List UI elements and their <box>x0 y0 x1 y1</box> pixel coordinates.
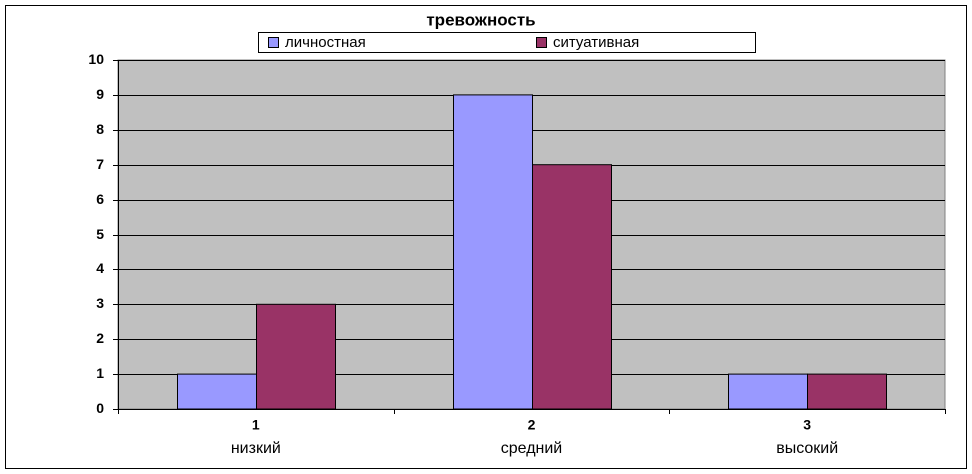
y-tick-label: 6 <box>96 191 104 207</box>
x-group-label: высокий <box>776 440 838 457</box>
y-tick-label: 1 <box>96 365 104 381</box>
legend-label: личностная <box>285 34 366 51</box>
bar <box>728 373 808 410</box>
bar <box>807 373 887 410</box>
y-tick-label: 5 <box>96 226 104 242</box>
bar <box>177 373 257 410</box>
x-tick-label: 1 <box>252 417 260 433</box>
legend-swatch <box>268 37 279 48</box>
y-tick-label: 9 <box>96 86 104 102</box>
y-tick-label: 8 <box>96 121 104 137</box>
y-tick-label: 2 <box>96 330 104 346</box>
x-tick-label: 2 <box>528 417 536 433</box>
bar <box>453 94 533 410</box>
x-tick-label: 3 <box>803 417 811 433</box>
y-tick-label: 4 <box>96 260 104 276</box>
x-group-label: низкий <box>231 440 281 457</box>
bar <box>256 303 336 410</box>
chart-title: тревожность <box>426 10 535 29</box>
y-tick-label: 10 <box>88 51 104 67</box>
legend-label: ситуативная <box>553 34 639 51</box>
y-tick-label: 7 <box>96 156 104 172</box>
x-group-label: средний <box>501 440 563 457</box>
legend-swatch <box>536 37 547 48</box>
y-tick-label: 3 <box>96 295 104 311</box>
legend-box <box>258 32 756 53</box>
y-tick-label: 0 <box>96 400 104 416</box>
bar <box>532 164 612 410</box>
